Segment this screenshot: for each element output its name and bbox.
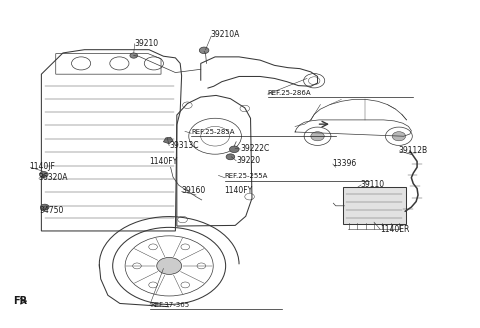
Circle shape — [132, 263, 141, 269]
Circle shape — [130, 53, 138, 58]
Circle shape — [149, 244, 157, 250]
Text: 39210A: 39210A — [210, 31, 240, 39]
Text: 39222C: 39222C — [240, 144, 269, 153]
Text: 39313C: 39313C — [169, 141, 199, 150]
FancyBboxPatch shape — [343, 187, 406, 224]
Text: 94750: 94750 — [40, 206, 64, 215]
Circle shape — [181, 244, 190, 250]
Circle shape — [157, 257, 181, 275]
Circle shape — [149, 282, 157, 288]
Circle shape — [197, 263, 205, 269]
Text: 39210: 39210 — [135, 39, 159, 48]
Circle shape — [39, 172, 48, 177]
Circle shape — [392, 132, 406, 141]
Text: REF.25-285A: REF.25-285A — [191, 129, 235, 135]
Text: 39112B: 39112B — [399, 146, 428, 155]
Circle shape — [40, 204, 49, 210]
Circle shape — [229, 146, 239, 153]
Text: 39110: 39110 — [360, 180, 385, 189]
Text: REF.37-365: REF.37-365 — [150, 302, 189, 308]
Text: 39160: 39160 — [181, 186, 206, 195]
Circle shape — [199, 47, 209, 53]
Circle shape — [181, 282, 190, 288]
Text: REF.25-255A: REF.25-255A — [225, 174, 268, 179]
Circle shape — [304, 127, 331, 145]
Circle shape — [311, 132, 324, 141]
Text: 1140JF: 1140JF — [29, 162, 55, 171]
Text: FR: FR — [12, 296, 27, 305]
Circle shape — [226, 154, 235, 160]
Circle shape — [385, 127, 412, 145]
Text: 1140FY: 1140FY — [225, 186, 253, 195]
Polygon shape — [163, 137, 173, 144]
Text: 39220: 39220 — [236, 155, 260, 165]
Text: 1140ER: 1140ER — [380, 225, 409, 235]
Text: 1140FY: 1140FY — [149, 157, 177, 166]
Text: REF.25-286A: REF.25-286A — [268, 90, 312, 96]
Text: 13396: 13396 — [332, 159, 356, 168]
Text: 36320A: 36320A — [38, 173, 68, 182]
